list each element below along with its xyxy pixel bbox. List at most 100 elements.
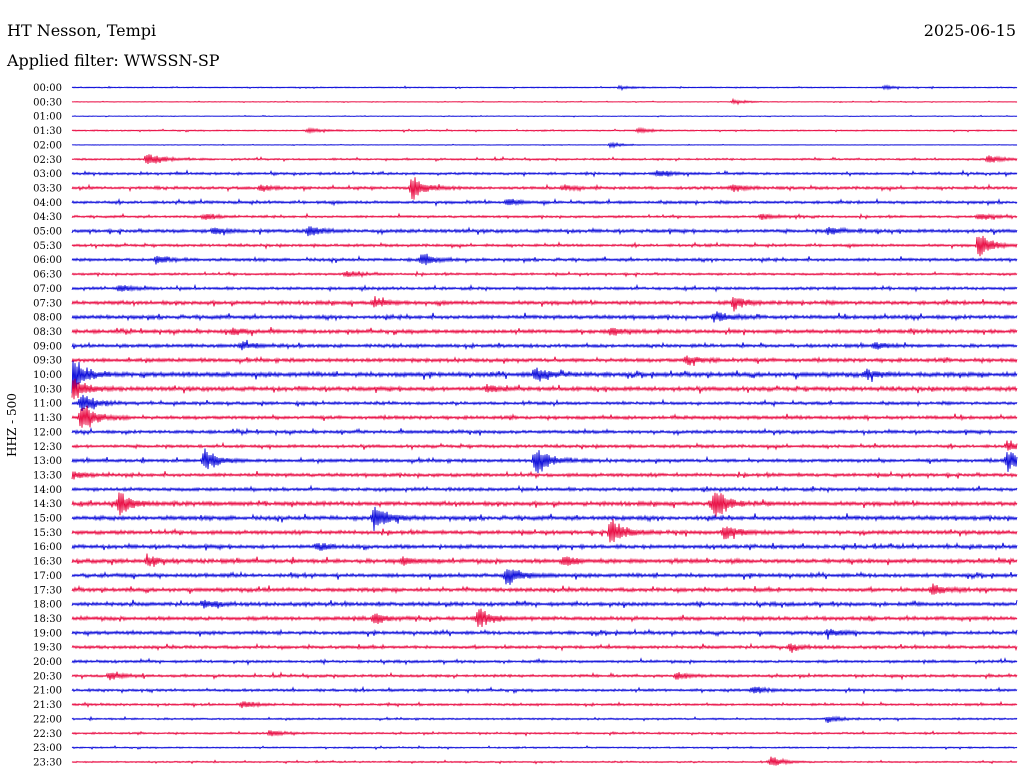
trace-row [71, 427, 1018, 437]
row-label: 06:00 [33, 255, 62, 266]
trace-row [71, 378, 1018, 400]
trace-row [71, 253, 1018, 266]
row-labels: 00:00 00:30 01:00 01:30 02:00 02:30 03:00 03:30… [33, 83, 62, 768]
trace-row [71, 599, 1018, 609]
filter-prefix: Applied filter: [7, 51, 119, 70]
row-label: 09:30 [33, 356, 62, 367]
row-label: 15:00 [33, 514, 62, 525]
row-label: 19:00 [33, 628, 62, 639]
trace-row [71, 283, 1018, 293]
trace-row [71, 326, 1018, 337]
trace-row [71, 730, 1018, 737]
trace-row [71, 756, 1018, 766]
trace-row [71, 484, 1018, 494]
trace-row [71, 169, 1018, 178]
trace-row [71, 745, 1018, 751]
row-label: 07:00 [33, 284, 62, 295]
row-label: 17:30 [33, 585, 62, 596]
row-label: 12:30 [33, 442, 62, 453]
trace-row [71, 657, 1018, 666]
trace-row [71, 440, 1018, 451]
trace-row [71, 715, 1018, 724]
row-label: 12:00 [33, 427, 62, 438]
row-label: 10:00 [33, 370, 62, 381]
station-title: HT Nesson, Tempi [7, 21, 157, 40]
row-label: 23:30 [33, 757, 62, 768]
trace-row [71, 154, 1018, 165]
row-label: 04:00 [33, 198, 62, 209]
date-label: 2025-06-15 [923, 21, 1016, 40]
trace-row [71, 360, 1018, 394]
row-label: 21:00 [33, 686, 62, 697]
row-label: 16:30 [33, 557, 62, 568]
row-label: 22:00 [33, 714, 62, 725]
row-label: 13:00 [33, 456, 62, 467]
row-label: 14:30 [33, 499, 62, 510]
row-label: 01:00 [33, 112, 62, 123]
trace-row [71, 212, 1018, 221]
row-label: 19:30 [33, 643, 62, 654]
trace-row [71, 671, 1018, 681]
row-label: 23:00 [33, 743, 62, 754]
trace-row [71, 519, 1018, 543]
row-label: 00:30 [33, 97, 62, 108]
filter-name: WWSSN-SP [123, 51, 220, 70]
trace-row [71, 569, 1018, 585]
trace-row [71, 642, 1018, 653]
row-label: 13:30 [33, 470, 62, 481]
row-label: 03:30 [33, 183, 62, 194]
trace-row [71, 685, 1018, 695]
row-label: 08:00 [33, 313, 62, 324]
row-label: 15:30 [33, 528, 62, 539]
trace-row [71, 84, 1018, 92]
row-label: 11:00 [33, 399, 62, 410]
trace-row [71, 394, 1018, 411]
traces [71, 84, 1018, 766]
trace-row [71, 235, 1018, 257]
y-axis-label: HHZ - 500 [5, 393, 19, 457]
trace-row [71, 608, 1018, 628]
trace-row [71, 355, 1018, 366]
row-label: 02:00 [33, 140, 62, 151]
row-label: 18:30 [33, 614, 62, 625]
trace-row [71, 114, 1018, 118]
row-label: 18:00 [33, 600, 62, 611]
trace-row [71, 126, 1018, 135]
row-label: 22:30 [33, 729, 62, 740]
trace-row [71, 492, 1018, 517]
row-label: 06:30 [33, 270, 62, 281]
trace-row [71, 339, 1018, 351]
row-label: 20:30 [33, 671, 62, 682]
row-label: 14:00 [33, 485, 62, 496]
trace-row [71, 470, 1018, 480]
trace-row [71, 311, 1018, 323]
trace-row [71, 226, 1018, 237]
trace-row [71, 506, 1018, 531]
row-label: 00:00 [33, 83, 62, 94]
row-label: 05:30 [33, 241, 62, 252]
row-label: 01:30 [33, 126, 62, 137]
trace-row [71, 628, 1018, 640]
row-label: 07:30 [33, 298, 62, 309]
trace-row [71, 197, 1018, 207]
trace-row [71, 405, 1018, 428]
filter-label: Applied filter: WWSSN-SP [7, 53, 220, 69]
row-label: 04:30 [33, 212, 62, 223]
trace-row [71, 553, 1018, 567]
trace-row [71, 97, 1018, 106]
row-label: 08:30 [33, 327, 62, 338]
trace-row [71, 141, 1018, 149]
trace-row [71, 296, 1018, 312]
row-label: 16:00 [33, 542, 62, 553]
row-label: 05:00 [33, 227, 62, 238]
row-label: 17:00 [33, 571, 62, 582]
row-label: 10:30 [33, 384, 62, 395]
row-label: 21:30 [33, 700, 62, 711]
row-label: 20:00 [33, 657, 62, 668]
trace-row [71, 542, 1018, 551]
trace-row [71, 270, 1018, 279]
trace-row [71, 448, 1018, 474]
row-label: 09:00 [33, 341, 62, 352]
trace-row [71, 177, 1018, 200]
